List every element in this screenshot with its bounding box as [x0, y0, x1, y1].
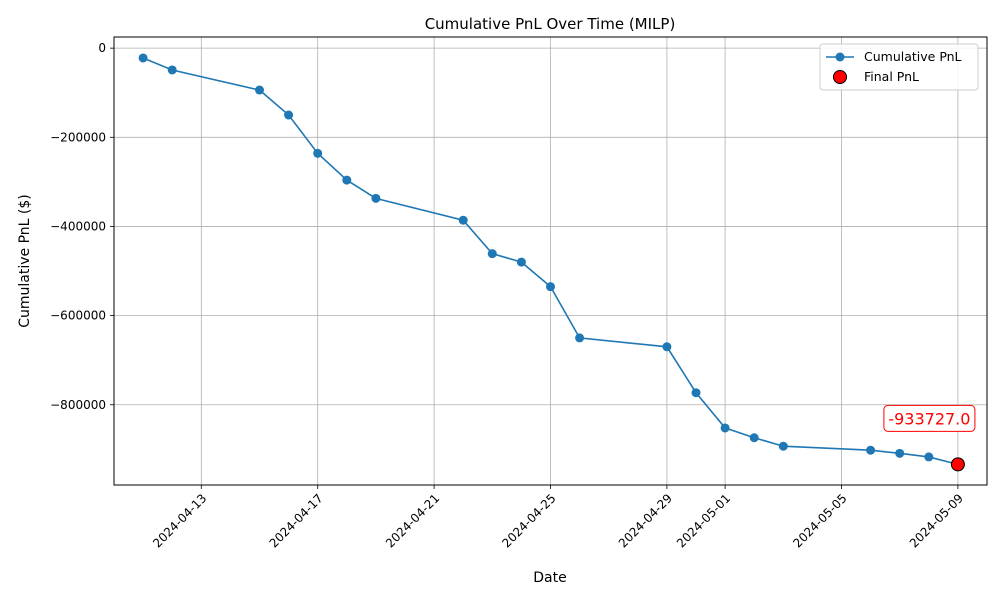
- cumulative-pnl-point: [778, 441, 788, 451]
- cumulative-pnl-point: [167, 65, 177, 75]
- cumulative-pnl-point: [749, 433, 759, 443]
- y-tick-label: 0: [98, 41, 106, 55]
- y-tick-label: −800000: [50, 398, 106, 412]
- y-tick-label: −600000: [50, 309, 106, 323]
- legend-label: Cumulative PnL: [864, 49, 962, 64]
- cumulative-pnl-point: [895, 448, 905, 458]
- cumulative-pnl-point: [458, 215, 468, 225]
- grid-lines: [114, 37, 987, 485]
- cumulative-pnl-point: [720, 423, 730, 433]
- legend-marker-swatch: [835, 52, 845, 62]
- annotation-layer: -933727.0: [883, 404, 976, 432]
- cumulative-pnl-point: [371, 193, 381, 203]
- legend-final-swatch: [833, 70, 847, 84]
- cumulative-pnl-point: [924, 452, 934, 462]
- cumulative-pnl-point: [255, 85, 264, 95]
- legend-frame: [819, 43, 979, 91]
- cumulative-pnl-point: [866, 445, 876, 455]
- cumulative-pnl-point: [342, 175, 352, 185]
- chart-title: Cumulative PnL Over Time (MILP): [425, 15, 676, 33]
- y-axis-label: Cumulative PnL ($): [17, 194, 33, 328]
- cumulative-pnl-point: [691, 388, 701, 398]
- cumulative-pnl-point: [516, 257, 526, 267]
- cumulative-pnl-point: [546, 282, 555, 292]
- final-pnl-annotation-text: -933727.0: [888, 409, 970, 428]
- cumulative-pnl-point: [487, 249, 497, 259]
- series-layer: [138, 53, 965, 472]
- cumulative-pnl-point: [662, 342, 672, 352]
- final-pnl-point: [950, 457, 965, 472]
- legend: Cumulative PnL Final PnL: [819, 43, 979, 91]
- cumulative-pnl-point: [138, 53, 148, 63]
- legend-label: Final PnL: [864, 69, 919, 84]
- cumulative-pnl-point: [284, 110, 294, 120]
- y-tick-label: −400000: [50, 219, 106, 233]
- y-tick-label: −200000: [50, 130, 106, 144]
- cumulative-pnl-point: [313, 148, 323, 158]
- final-pnl-annotation-box: [883, 404, 976, 432]
- cumulative-pnl-point: [575, 333, 585, 343]
- x-axis-label: Date: [533, 570, 566, 586]
